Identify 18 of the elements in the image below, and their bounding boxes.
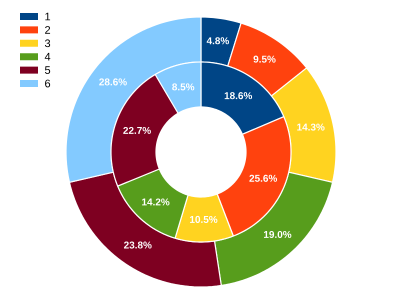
data-label: 4.8% [206, 37, 229, 44]
legend-label: 1 [45, 12, 50, 20]
data-label: 25.6% [249, 174, 278, 182]
data-label: 22.7% [123, 126, 151, 134]
data-label: 8.5% [172, 83, 194, 90]
data-label: 10.5% [190, 216, 218, 223]
data-label: 19.0% [264, 230, 292, 238]
data-label: 23.8% [124, 242, 152, 249]
legend-label: 3 [44, 39, 50, 48]
legend-label: 5 [44, 66, 50, 74]
legend-label: 4 [44, 52, 50, 60]
data-label: 9.5% [254, 56, 276, 63]
data-label: 14.2% [142, 198, 170, 206]
legend-label: 2 [45, 26, 50, 34]
data-label: 14.3% [297, 124, 325, 131]
data-label: 18.6% [224, 92, 252, 100]
legend-label: 6 [45, 80, 50, 88]
data-label: 28.6% [99, 78, 127, 86]
